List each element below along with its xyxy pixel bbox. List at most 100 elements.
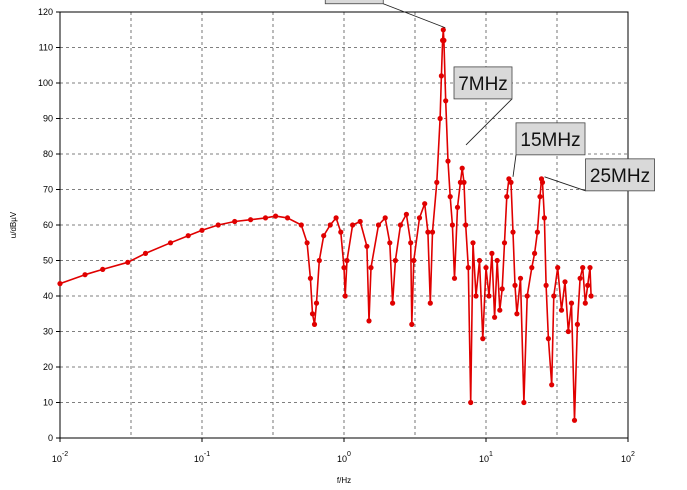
- annotation-leader: [544, 176, 586, 192]
- data-point: [199, 227, 205, 233]
- y-tick-label: 110: [39, 43, 53, 53]
- data-point: [551, 293, 557, 299]
- x-tick-exponent: 1: [489, 451, 493, 458]
- data-point: [416, 215, 423, 221]
- data-point: [411, 257, 417, 264]
- data-point: [341, 265, 347, 271]
- data-point: [392, 257, 398, 264]
- y-tick-label: 100: [38, 78, 53, 88]
- y-tick-label: 40: [43, 291, 53, 301]
- data-point: [304, 240, 310, 246]
- data-point: [309, 311, 316, 317]
- data-point: [397, 222, 404, 228]
- data-point: [539, 179, 546, 185]
- data-point: [580, 265, 586, 271]
- data-point: [470, 240, 476, 246]
- series-layer: [57, 27, 594, 423]
- data-point: [434, 179, 440, 185]
- y-tick-label: 120: [38, 7, 53, 17]
- data-point: [298, 222, 304, 228]
- data-point: [568, 300, 575, 306]
- data-point: [512, 282, 518, 288]
- data-point: [425, 229, 431, 235]
- y-tick-label: 90: [43, 114, 53, 124]
- data-point: [125, 259, 131, 265]
- data-point: [457, 179, 463, 185]
- annotation-label: 7MHz: [458, 74, 508, 95]
- data-point: [497, 307, 503, 313]
- data-point: [558, 307, 565, 313]
- annotation-box: [515, 122, 586, 156]
- data-point: [501, 240, 508, 246]
- data-point: [447, 194, 453, 200]
- data-point: [517, 275, 524, 281]
- annotation-leader: [383, 3, 446, 29]
- data-point: [459, 165, 465, 171]
- data-point: [492, 314, 498, 320]
- data-point: [451, 275, 458, 281]
- x-axis-label: f/Hz: [337, 476, 351, 485]
- data-point: [438, 73, 444, 79]
- x-tick-exponent: 2: [631, 451, 635, 458]
- data-point: [387, 240, 393, 246]
- data-point: [311, 321, 318, 327]
- data-point: [489, 250, 495, 256]
- data-point: [537, 194, 543, 200]
- data-point: [185, 233, 191, 239]
- data-point: [445, 158, 451, 164]
- data-point: [465, 265, 471, 271]
- annotation: 25MHz: [544, 158, 655, 192]
- data-point: [427, 300, 433, 306]
- data-point: [463, 222, 469, 228]
- data-point: [510, 229, 516, 235]
- data-point: [366, 318, 372, 324]
- data-point: [215, 222, 221, 228]
- data-point: [357, 218, 363, 225]
- data-point: [449, 222, 455, 228]
- annotation-leader: [512, 154, 517, 177]
- data-point: [521, 399, 527, 406]
- x-tick-exponent: -1: [204, 451, 210, 458]
- data-point: [167, 240, 174, 246]
- data-point: [344, 257, 350, 264]
- annotation-box: [324, 0, 384, 5]
- data-point: [408, 240, 414, 246]
- data-point: [582, 300, 588, 306]
- data-point: [100, 266, 106, 272]
- y-tick-label: 20: [43, 362, 53, 372]
- data-point: [82, 272, 88, 278]
- data-point: [409, 321, 415, 327]
- x-tick-exponent: -2: [62, 451, 68, 458]
- y-tick-label: 10: [43, 398, 53, 408]
- data-point: [588, 293, 594, 299]
- data-point: [443, 98, 449, 104]
- data-point: [585, 282, 591, 288]
- data-point: [338, 229, 344, 235]
- data-point: [494, 257, 500, 264]
- data-point: [262, 215, 269, 221]
- x-tick-exponent: 0: [347, 451, 351, 458]
- data-point: [333, 215, 339, 221]
- data-point: [508, 179, 514, 185]
- data-point: [532, 250, 538, 256]
- y-tick-label: 60: [43, 220, 53, 230]
- data-point: [273, 213, 279, 219]
- data-point: [382, 215, 388, 221]
- data-point: [284, 215, 291, 221]
- data-point: [480, 336, 486, 342]
- data-point: [375, 222, 382, 228]
- y-tick-label: 80: [43, 149, 53, 159]
- data-point: [571, 417, 578, 423]
- data-point: [368, 265, 374, 271]
- data-point: [545, 336, 552, 342]
- data-point: [422, 201, 428, 207]
- data-point: [307, 275, 313, 281]
- data-point: [555, 265, 561, 271]
- data-point: [486, 293, 492, 299]
- data-point: [403, 211, 409, 217]
- annotation-label: 15MHz: [520, 130, 580, 151]
- data-point: [524, 293, 530, 299]
- data-point: [562, 279, 568, 285]
- y-tick-label: 30: [43, 327, 53, 337]
